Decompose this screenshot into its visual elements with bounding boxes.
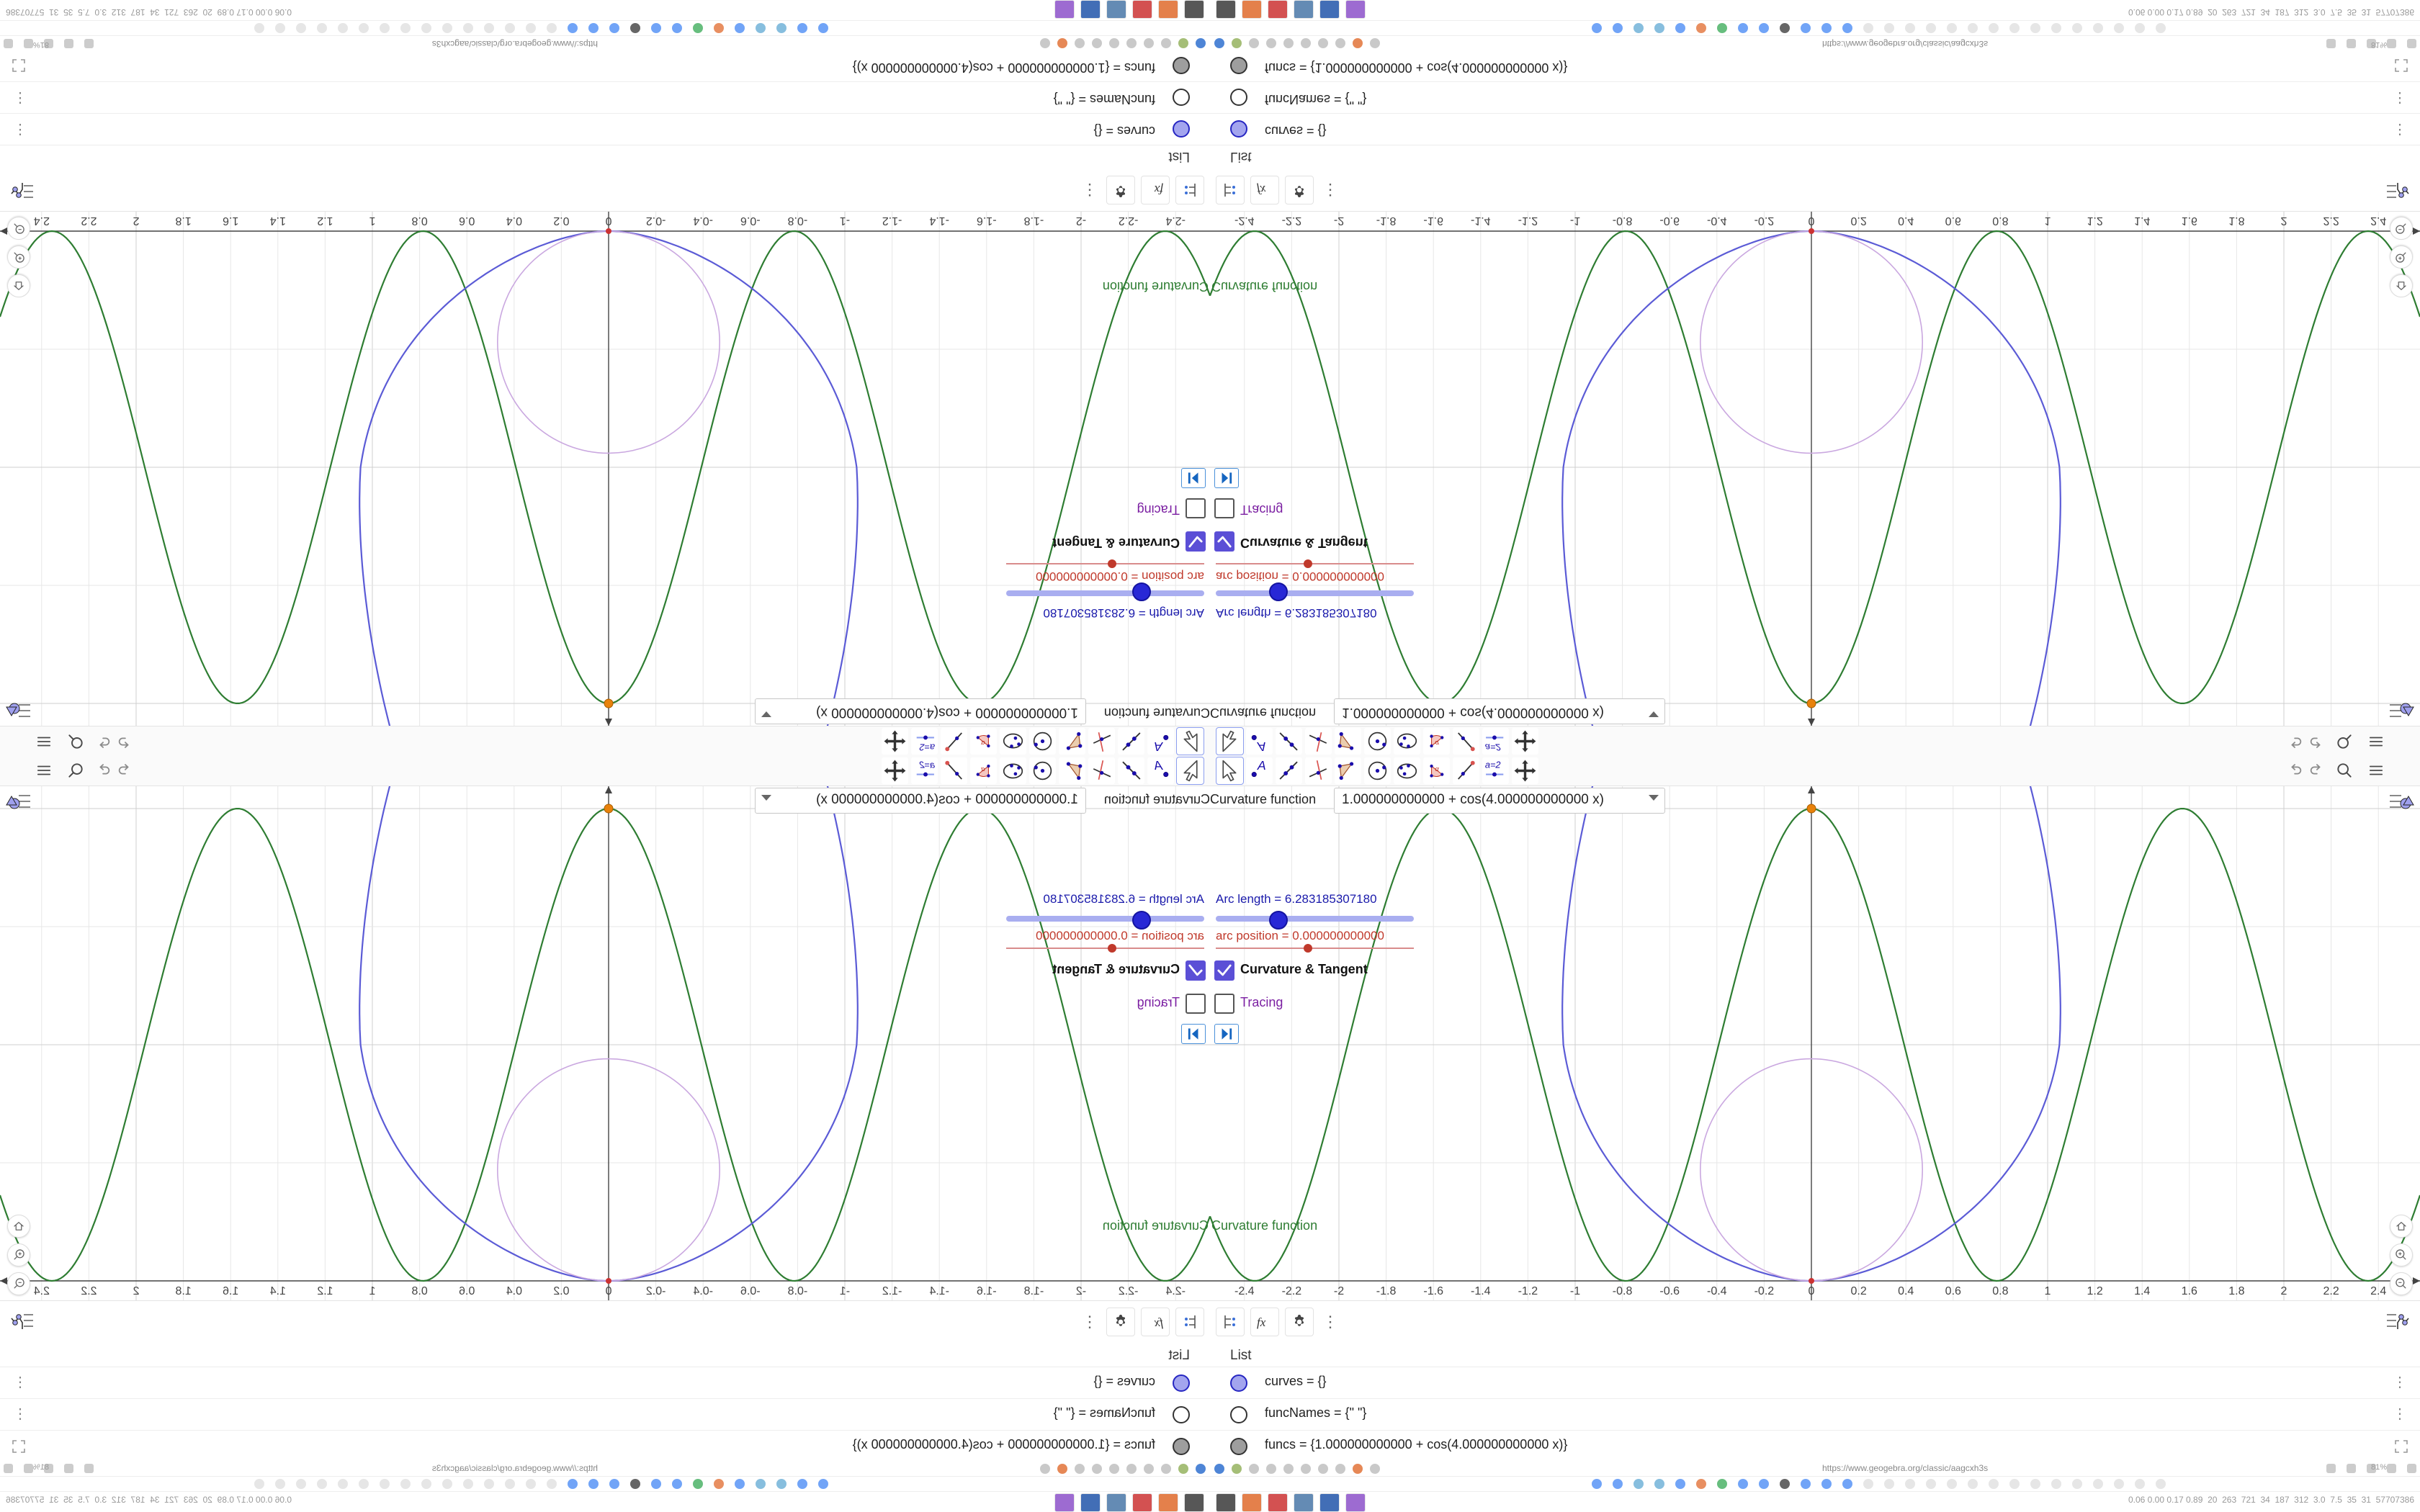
svg-text:A: A [1154,739,1163,754]
svg-text:fx: fx [1154,183,1163,197]
svg-text:fx: fx [1257,1315,1266,1329]
svg-text:fx: fx [1154,1315,1163,1329]
svg-text:a=2: a=2 [1485,760,1501,770]
svg-text:a=2: a=2 [1485,742,1501,752]
svg-text:α: α [981,739,985,747]
svg-text:a=2: a=2 [919,760,935,770]
svg-text:A: A [1257,758,1266,773]
svg-text:α: α [1435,765,1439,773]
svg-text:A: A [1154,758,1163,773]
svg-text:fx: fx [1257,183,1266,197]
svg-text:α: α [1435,739,1439,747]
svg-text:a=2: a=2 [919,742,935,752]
svg-text:A: A [1257,739,1266,754]
svg-text:α: α [981,765,985,773]
